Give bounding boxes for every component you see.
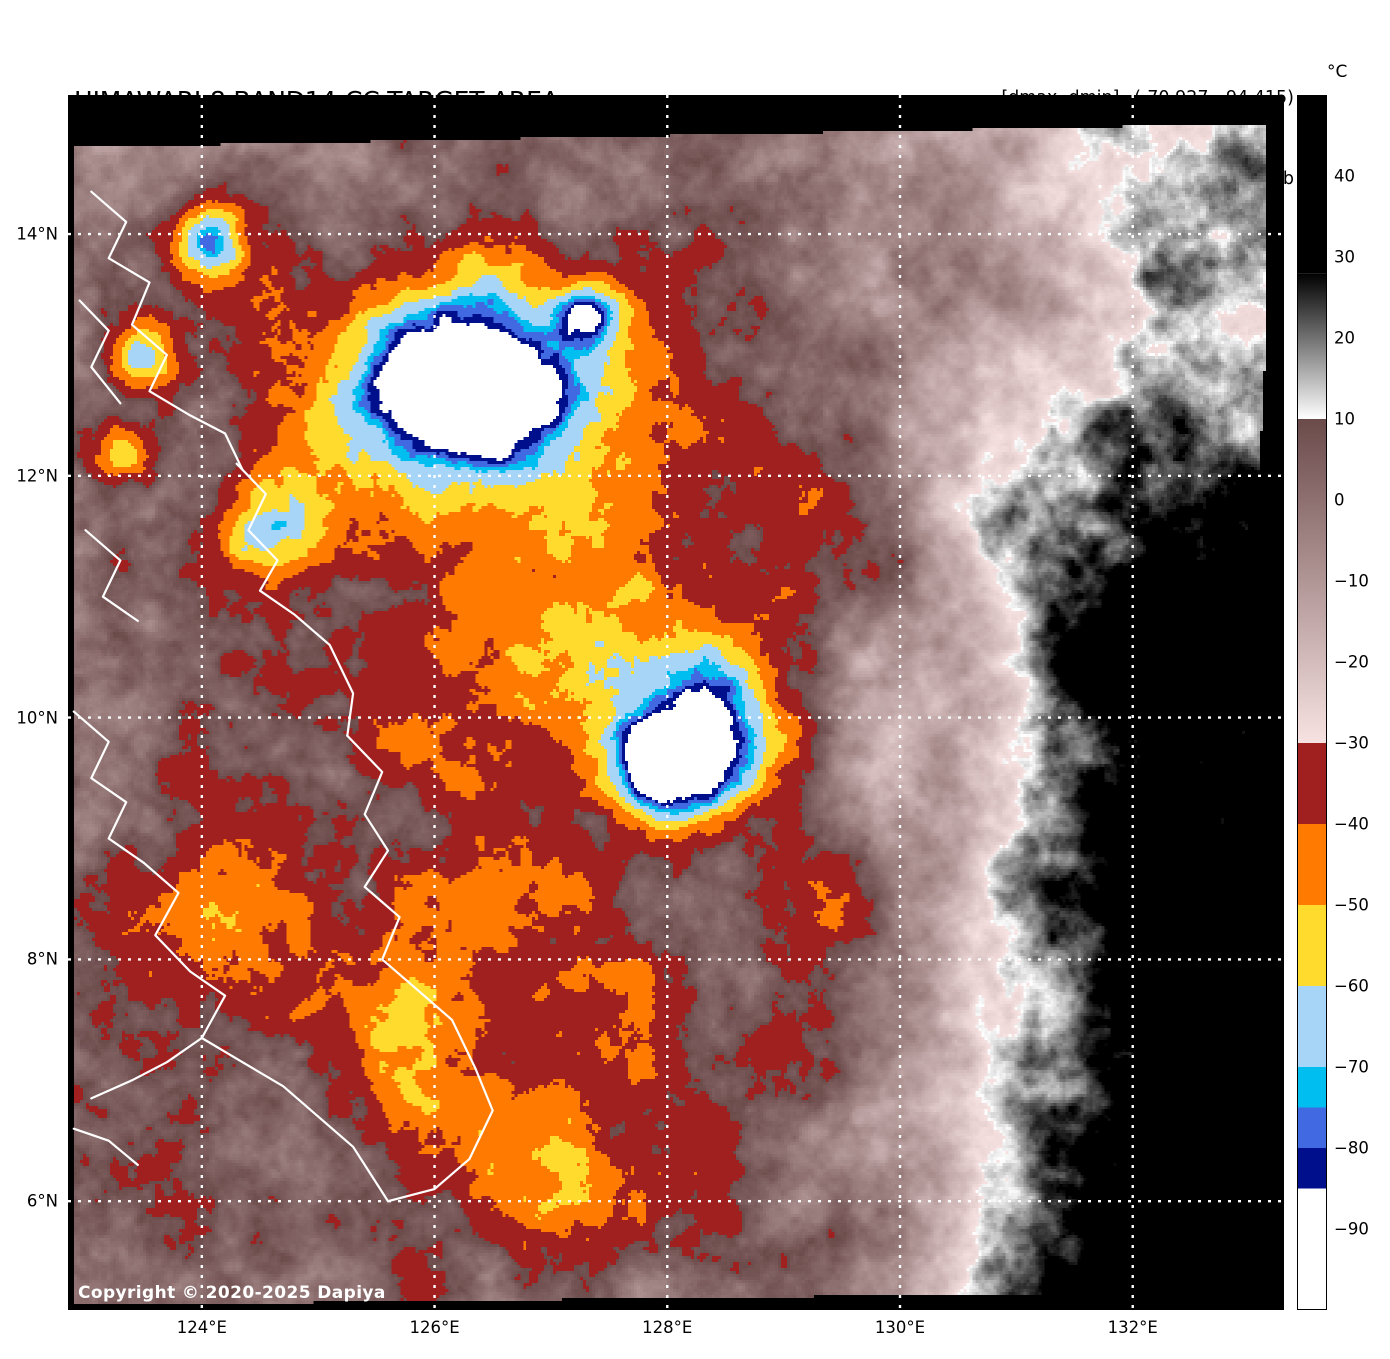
colorbar-band-orange [1298,824,1326,905]
colorbar-tick-neg30: −30 [1334,733,1369,753]
lon-tick-132E: 132°E [1107,1318,1158,1337]
lon-tick-128E: 128°E [642,1318,693,1337]
lon-tick-124E: 124°E [176,1318,227,1337]
colorbar-unit-label: °C [1327,62,1348,82]
coastline-3 [84,529,139,622]
coastline-8 [72,1127,139,1166]
coastline-4 [72,710,145,864]
colorbar-band-black-hot [1298,96,1326,274]
colorbar-band-light-blue [1298,986,1326,1067]
colorbar-band-gray-ramp [1298,273,1326,419]
colorbar-tick-neg20: −20 [1334,652,1369,672]
colorbar-tick-neg60: −60 [1334,976,1369,996]
colorbar-tick-neg70: −70 [1334,1057,1369,1077]
lat-tick-8N: 8°N [26,949,58,969]
colorbar-band-brown-ramp [1298,419,1326,743]
coastline-1 [78,299,122,405]
colorbar-tick-neg10: −10 [1334,571,1369,591]
ir-brightness-temperature-raster [68,95,1284,1310]
lon-tick-126E: 126°E [409,1318,460,1337]
colorbar-band-royal-blue [1298,1107,1326,1148]
lat-tick-12N: 12°N [16,466,58,486]
colorbar-band-yellow [1298,905,1326,986]
colorbar-band-dark-red [1298,743,1326,824]
map-canvas [68,95,1284,1310]
colorbar-band-cyan [1298,1067,1326,1108]
lat-tick-10N: 10°N [16,708,58,728]
coastline-0 [90,190,244,471]
lat-tick-14N: 14°N [16,224,58,244]
colorbar [1297,95,1327,1310]
coastline-6 [90,861,227,1100]
colorbar-tick-0: 0 [1334,490,1345,510]
colorbar-band-white-coldest [1298,1188,1326,1309]
colorbar-tick-30: 30 [1334,247,1355,267]
copyright-notice: Copyright © 2020-2025 Dapiya [78,1283,386,1303]
satellite-ir-imagery [68,95,1284,1310]
colorbar-tick-neg90: −90 [1334,1219,1369,1239]
lon-tick-130E: 130°E [874,1318,926,1337]
lat-tick-6N: 6°N [26,1191,58,1211]
colorbar-tick-neg40: −40 [1334,814,1369,834]
coastline-7 [200,1036,390,1203]
colorbar-tick-neg80: −80 [1334,1138,1369,1158]
colorbar-tick-20: 20 [1334,328,1355,348]
coastline-5 [346,734,494,1203]
colorbar-tick-10: 10 [1334,409,1355,429]
colorbar-tick-neg50: −50 [1334,895,1369,915]
colorbar-gradient [1298,96,1326,1309]
colorbar-tick-40: 40 [1334,166,1355,186]
coastline-2 [235,462,355,737]
colorbar-band-navy [1298,1148,1326,1189]
